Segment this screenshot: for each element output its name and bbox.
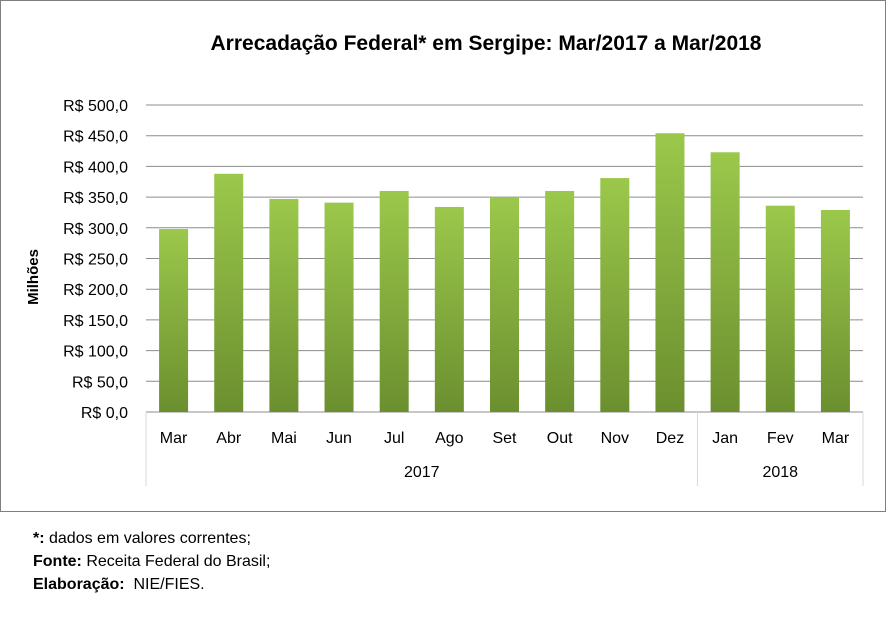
- bar-chart: Arrecadação Federal* em Sergipe: Mar/201…: [25, 32, 864, 486]
- bar: [820, 209, 850, 412]
- x-tick-label: Mar: [822, 430, 850, 447]
- bar: [269, 198, 299, 412]
- note-text: dados em valores correntes;: [44, 530, 251, 547]
- x-tick-label: Abr: [216, 430, 242, 447]
- bar: [545, 190, 575, 412]
- y-tick-label: R$ 100,0: [63, 344, 128, 361]
- bar: [434, 206, 464, 412]
- y-tick-label: R$ 150,0: [63, 313, 128, 330]
- bar: [324, 202, 354, 412]
- x-tick-label: Mai: [271, 430, 297, 447]
- note-text: Receita Federal do Brasil;: [81, 553, 271, 570]
- note-label: Elaboração:: [33, 576, 125, 593]
- y-tick-label: R$ 50,0: [72, 374, 128, 391]
- x-tick-label: Ago: [435, 430, 464, 447]
- note-line: Elaboração: NIE/FIES.: [33, 573, 270, 596]
- note-text: NIE/FIES.: [124, 576, 205, 593]
- y-tick-label: R$ 500,0: [63, 98, 128, 115]
- x-group-label: 2018: [762, 464, 798, 481]
- bar: [159, 229, 189, 412]
- bar: [655, 133, 685, 412]
- bar: [214, 173, 244, 412]
- note-label: Fonte:: [33, 553, 82, 570]
- note-line: *: dados em valores correntes;: [33, 527, 270, 550]
- bar: [600, 178, 630, 412]
- chart-notes: *: dados em valores correntes; Fonte: Rec…: [33, 527, 270, 596]
- y-tick-label: R$ 300,0: [63, 221, 128, 238]
- y-axis-label: Milhões: [25, 249, 42, 305]
- chart-title: Arrecadação Federal* em Sergipe: Mar/201…: [211, 32, 762, 55]
- y-tick-label: R$ 250,0: [63, 252, 128, 269]
- y-tick-label: R$ 350,0: [63, 190, 128, 207]
- y-tick-label: R$ 200,0: [63, 282, 128, 299]
- x-tick-label: Set: [492, 430, 517, 447]
- chart-frame: Arrecadação Federal* em Sergipe: Mar/201…: [0, 0, 886, 512]
- x-tick-label: Mar: [160, 430, 188, 447]
- x-tick-label: Out: [547, 430, 573, 447]
- x-tick-label: Dez: [656, 430, 684, 447]
- note-line: Fonte: Receita Federal do Brasil;: [33, 550, 270, 573]
- bar: [379, 190, 409, 412]
- note-label: *:: [33, 530, 45, 547]
- y-tick-label: R$ 0,0: [81, 405, 128, 422]
- x-tick-label: Nov: [601, 430, 629, 447]
- x-tick-label: Jul: [384, 430, 404, 447]
- y-tick-label: R$ 450,0: [63, 129, 128, 146]
- bar: [490, 197, 519, 412]
- x-tick-label: Jan: [712, 430, 738, 447]
- x-tick-label: Jun: [326, 430, 352, 447]
- x-tick-label: Fev: [767, 430, 794, 447]
- y-tick-label: R$ 400,0: [63, 159, 128, 176]
- x-group-label: 2017: [404, 464, 440, 481]
- bar: [765, 205, 795, 412]
- bar: [710, 152, 740, 412]
